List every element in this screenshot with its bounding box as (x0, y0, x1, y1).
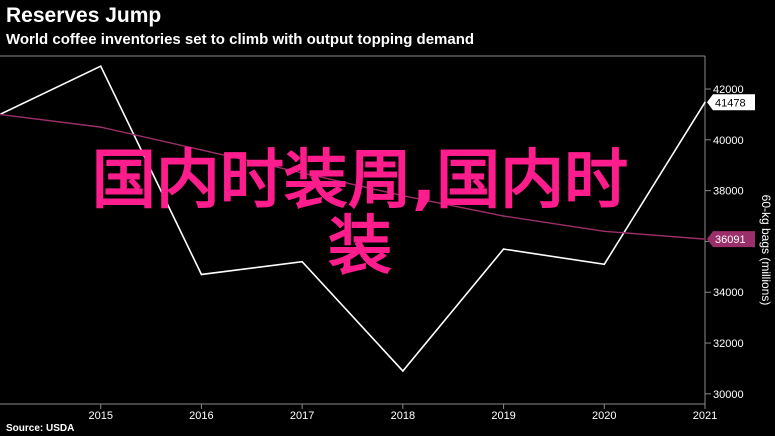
source-note: Source: USDA (6, 423, 75, 434)
x-axis: 2015 2016 2017 2018 2019 2020 2021 (88, 404, 717, 422)
series-2-point-2021 (704, 238, 706, 240)
x-tick-label-2019: 2019 (491, 410, 515, 422)
y-axis: 3000032000340003600038000400004200041478… (705, 84, 755, 401)
series-2-point-2019 (502, 215, 505, 217)
y-axis-label: 60-kg bags (millions) (759, 195, 773, 306)
y-tick-label-34000: 34000 (713, 287, 744, 299)
series-line-1 (0, 65, 706, 373)
plot-frame (0, 55, 706, 405)
x-tick-label-2021: 2021 (693, 410, 717, 422)
series-2-point-2020 (603, 230, 606, 233)
series-1-point-2017 (301, 260, 303, 263)
last-value-label-1: 41478 (715, 97, 746, 109)
series-2-point-2014 (0, 113, 1, 116)
series-1-point-2019 (502, 248, 505, 250)
chart-title: Reserves Jump (6, 4, 162, 27)
series-2-point-2017 (301, 172, 303, 174)
y-tick-label-32000: 32000 (713, 338, 744, 350)
series-2-point-2015 (99, 126, 102, 128)
series-1-point-2015 (99, 65, 102, 67)
x-tick-label-2020: 2020 (592, 410, 616, 422)
series-1-point-2021 (704, 101, 706, 104)
x-tick-label-2015: 2015 (88, 410, 112, 422)
y-tick-label-38000: 38000 (713, 186, 744, 198)
x-tick-label-2018: 2018 (391, 410, 415, 422)
last-value-badge-2: 36091 (707, 231, 755, 248)
series-1-point-2016 (200, 273, 203, 276)
last-value-badge-shape-2 (707, 231, 755, 248)
series-1-point-2018 (402, 370, 404, 372)
chart-subtitle: World coffee inventories set to climb wi… (6, 31, 475, 48)
y-tick-label-30000: 30000 (713, 389, 744, 401)
y-tick-label-40000: 40000 (713, 135, 744, 147)
last-value-badge-1: 41478 (707, 94, 755, 111)
series-layer (0, 65, 706, 373)
last-value-badge-shape-1 (707, 94, 755, 111)
x-tick-label-2017: 2017 (290, 410, 314, 422)
series-2-point-2016 (200, 149, 203, 151)
x-tick-label-2016: 2016 (189, 410, 213, 422)
series-line-2 (0, 113, 706, 240)
series-1-point-2020 (603, 263, 606, 266)
last-value-label-2: 36091 (715, 234, 746, 246)
series-2-point-2018 (402, 194, 404, 197)
y-tick-label-42000: 42000 (713, 84, 744, 96)
